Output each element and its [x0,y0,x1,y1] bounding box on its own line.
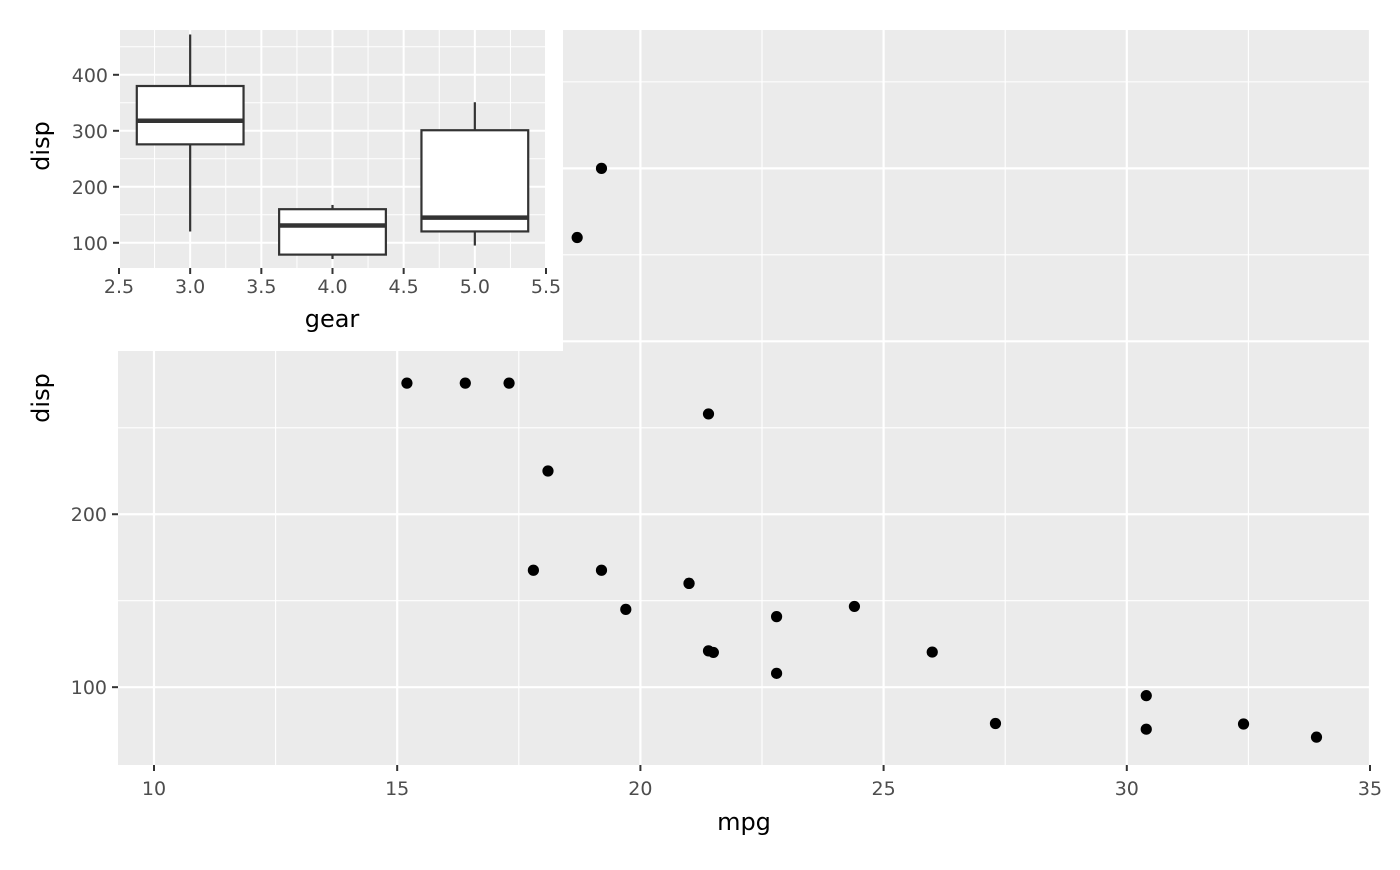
inset-y-axis-title: disp [27,121,55,171]
inset-x-tick-label: 4.0 [317,276,347,298]
scatter-point [527,564,539,576]
x-tick-label: 10 [142,778,166,800]
inset-x-tick-label: 5.0 [460,276,490,298]
scatter-point [1310,731,1323,743]
inset-x-tick-label: 5.5 [531,276,561,298]
scatter-point [542,465,554,477]
scatter-point [702,645,715,657]
main-x-axis: 10 15 20 25 30 35 [142,765,1382,800]
y-tick-label: 200 [71,504,107,526]
scatter-point [702,408,715,420]
scatter-point [926,646,938,658]
scatter-point [770,667,783,679]
x-tick-label: 25 [872,778,896,800]
inset-x-axis-title: gear [305,305,360,333]
inset-x-tick-label: 3.5 [246,276,276,298]
scatter-point [683,577,695,590]
scatter-point [595,162,608,174]
y-tick-label: 100 [71,677,107,699]
scatter-point [595,564,608,576]
inset-x-axis: 2.5 3.0 3.5 4.0 4.5 5.0 5.5 [104,268,561,298]
scatter-point [770,611,783,623]
scatter-point [1140,723,1152,735]
main-x-axis-title: mpg [717,808,771,836]
inset-x-tick-label: 3.0 [175,276,205,298]
inset-y-axis: 100 200 300 400 [72,65,119,255]
scatter-point [571,231,583,244]
x-tick-label: 30 [1115,778,1139,800]
scatter-point [848,600,861,613]
x-tick-label: 20 [628,778,652,800]
box-gear-4 [278,204,387,259]
inset-x-tick-label: 4.5 [389,276,419,298]
scatter-point [503,377,515,389]
inset-y-tick-label: 200 [72,177,108,199]
inset-x-tick-label: 2.5 [104,276,134,298]
inset-y-tick-label: 100 [72,233,108,255]
inset-y-tick-label: 400 [72,65,108,87]
scatter-point [620,603,632,615]
box-body [278,208,387,256]
scatter-point [989,717,1002,730]
x-tick-label: 35 [1358,778,1382,800]
box-gear-5 [420,102,530,246]
box-gear-3 [135,34,245,232]
scatter-point [1237,718,1250,730]
main-y-axis-title: disp [27,373,55,423]
box-body [420,129,530,233]
scatter-point [459,377,471,389]
box-body [135,84,245,146]
scatter-point [401,377,413,389]
inset-boxes [135,34,530,259]
scatter-point [1140,690,1152,702]
inset-y-tick-label: 300 [72,121,108,143]
x-tick-label: 15 [385,778,409,800]
